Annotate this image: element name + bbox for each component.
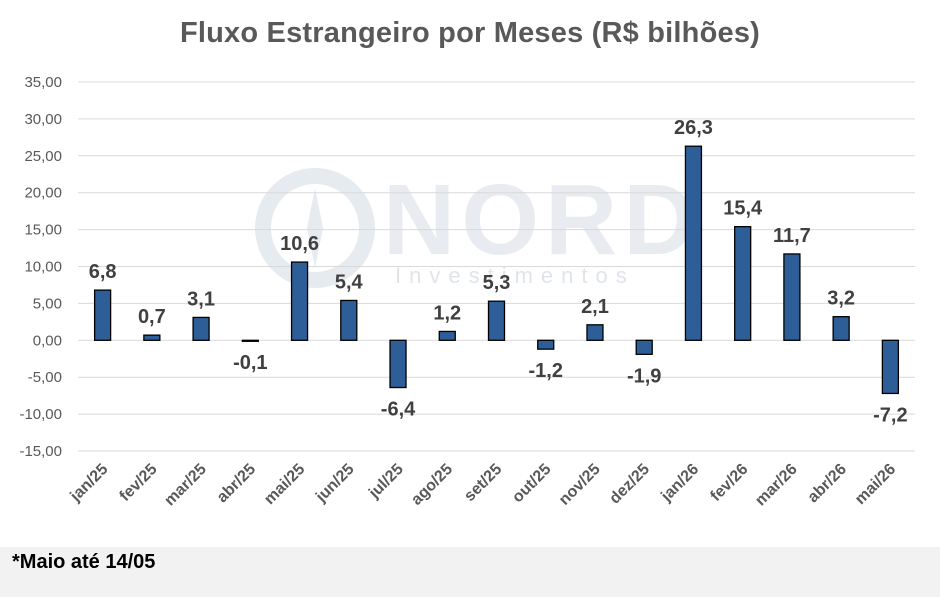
y-tick-label: 0,00: [33, 332, 62, 349]
bar-jan-25: [93, 289, 112, 341]
x-axis-ticks: jan/25 fev/25 mar/25 abr/25 mai/25 jun/25 jul/…: [67, 461, 900, 510]
nord-logo-icon: [255, 168, 375, 288]
y-tick-label: -5,00: [28, 369, 62, 386]
data-label: -6,4: [381, 399, 416, 421]
x-tick-label: fev/25: [117, 461, 161, 505]
data-label: 6,8: [89, 261, 117, 283]
bar-jan-26: [684, 145, 703, 341]
y-tick-label: 20,00: [24, 185, 62, 202]
x-tick-label: jul/25: [365, 461, 407, 503]
x-tick-label: ago/25: [408, 461, 456, 509]
watermark-subtitle: Investimentos: [395, 263, 635, 288]
data-label: 5,4: [335, 271, 364, 293]
x-tick-label: mai/26: [852, 461, 899, 508]
bar-set-25: [487, 300, 506, 341]
bar-mar-25: [192, 316, 210, 341]
y-tick-label: 15,00: [24, 222, 62, 239]
chart-title: Fluxo Estrangeiro por Meses (R$ bilhões): [179, 17, 761, 49]
data-label: 0,7: [138, 306, 166, 328]
data-label: 26,3: [674, 117, 713, 139]
bar-chart: 35,00 30,00 25,00 20,00 15,00 10,00 5,00 0,00 -5…: [19, 74, 915, 510]
x-tick-label: jan/25: [67, 461, 112, 506]
footnote-band: [0, 547, 940, 597]
y-tick-label: 35,00: [24, 74, 62, 91]
bar-fev-25: [143, 334, 161, 341]
y-tick-label: -15,00: [19, 443, 62, 460]
data-label: 11,7: [773, 225, 811, 247]
bar-fev-26: [734, 225, 752, 341]
bar-mar-26: [783, 253, 801, 341]
bar-abr-25: [241, 339, 259, 342]
data-label: -7,2: [873, 404, 907, 426]
bar-mai-25: [290, 261, 309, 341]
y-tick-label: 5,00: [33, 295, 62, 312]
data-label: 3,2: [827, 288, 855, 310]
grid-lines: [78, 81, 915, 452]
data-label: 10,6: [280, 233, 319, 255]
bars: [93, 145, 900, 395]
data-label: 15,4: [723, 198, 763, 220]
x-tick-label: abr/26: [805, 461, 850, 506]
bar-dez-25: [635, 339, 653, 355]
watermark-word: NORD: [383, 164, 702, 276]
x-tick-label: dez/25: [606, 461, 653, 508]
bar-jun-25: [340, 299, 358, 341]
x-tick-label: out/25: [509, 461, 554, 506]
y-tick-label: -10,00: [19, 406, 62, 423]
data-label: 5,3: [483, 272, 511, 294]
x-tick-label: jun/25: [312, 461, 357, 506]
x-tick-label: jan/26: [657, 461, 702, 506]
x-tick-label: mar/25: [161, 461, 210, 510]
data-label: 2,1: [581, 296, 609, 318]
x-tick-label: fev/26: [707, 461, 751, 505]
x-tick-label: abr/25: [214, 461, 259, 506]
footnote: *Maio até 14/05: [12, 551, 156, 573]
bar-nov-25: [586, 324, 604, 341]
bar-out-25: [537, 339, 555, 350]
x-tick-label: set/25: [461, 461, 505, 505]
bar-abr-26: [832, 316, 850, 341]
y-tick-label: 30,00: [24, 111, 62, 128]
bar-jul-25: [389, 339, 407, 389]
x-tick-label: mar/26: [752, 461, 801, 510]
data-label: 1,2: [433, 302, 461, 324]
data-label: -1,9: [627, 365, 661, 387]
bar-ago-25: [438, 330, 456, 341]
bar-mai-26: [881, 339, 900, 395]
data-label: 3,1: [187, 288, 215, 310]
x-tick-label: mai/25: [261, 461, 308, 508]
data-labels: 6,8 0,7 3,1 -0,1 10,6 5,4 -6,4 1,2 5,3 -1,2 2,1 -1,…: [89, 117, 908, 426]
y-axis-ticks: 35,00 30,00 25,00 20,00 15,00 10,00 5,00 0,00 -5…: [19, 74, 62, 460]
data-label: -0,1: [233, 352, 267, 374]
x-tick-label: nov/25: [556, 461, 604, 509]
data-label: -1,2: [529, 360, 563, 382]
y-tick-label: 25,00: [24, 148, 62, 165]
y-tick-label: 10,00: [24, 259, 62, 276]
